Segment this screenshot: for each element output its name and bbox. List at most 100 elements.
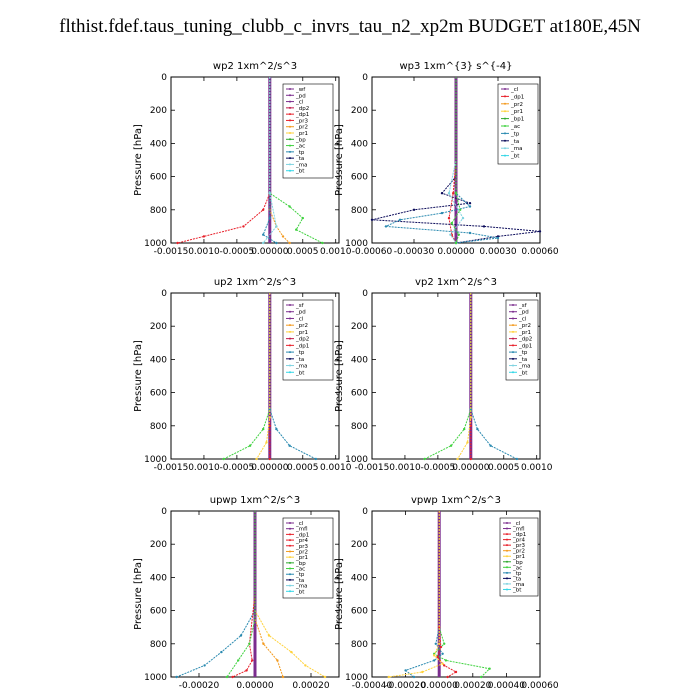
x-tick-label: -0.0005 xyxy=(220,463,255,473)
y-tick-label: 400 xyxy=(150,139,167,149)
data-point xyxy=(265,441,268,444)
data-point xyxy=(384,225,388,228)
data-point xyxy=(268,416,271,419)
y-tick-label: 1000 xyxy=(144,673,167,683)
legend-entry: _bt xyxy=(295,589,305,595)
data-point xyxy=(176,241,179,245)
data-point xyxy=(387,675,390,679)
legend-marker xyxy=(512,317,514,320)
legend-entry: _tp xyxy=(512,571,522,577)
data-point xyxy=(447,192,451,195)
legend-entry: _bp xyxy=(295,561,306,567)
page-title: flthist.fdef.taus_tuning_clubb_c_invrs_t… xyxy=(59,16,641,37)
legend-marker xyxy=(289,144,291,147)
data-point xyxy=(454,192,458,195)
y-tick-label: 600 xyxy=(150,173,167,183)
data-point xyxy=(447,216,451,220)
legend-marker xyxy=(504,147,506,150)
legend-box xyxy=(505,299,539,381)
legend-entry: _mfl xyxy=(295,527,308,533)
series-line-ac xyxy=(451,77,461,244)
y-tick-label: 600 xyxy=(150,607,167,617)
legend-entry: _ac xyxy=(510,124,520,130)
y-tick-label: 600 xyxy=(150,389,167,399)
data-point xyxy=(301,216,304,220)
data-point xyxy=(480,675,483,679)
legend-marker xyxy=(512,344,514,347)
legend-marker xyxy=(289,364,291,367)
legend-entry: _pr2 xyxy=(295,549,308,555)
series-line-ac xyxy=(424,293,472,460)
series-line-tp xyxy=(269,293,317,460)
y-tick-label: 200 xyxy=(351,106,368,116)
data-point xyxy=(267,634,271,637)
legend-entry: _bt xyxy=(512,587,522,593)
data-point xyxy=(288,444,291,447)
data-point xyxy=(281,675,285,679)
legend-marker xyxy=(289,590,291,593)
legend-marker xyxy=(506,544,508,547)
data-point xyxy=(450,221,453,225)
legend-entry: _pr3 xyxy=(295,544,309,550)
data-point xyxy=(459,208,462,211)
legend-marker xyxy=(506,571,508,574)
legend-marker xyxy=(289,157,291,160)
legend-marker xyxy=(504,132,506,135)
data-point xyxy=(225,675,229,679)
panel-title: vp2 1xm^2/s^3 xyxy=(415,277,497,288)
legend-marker xyxy=(289,584,291,587)
data-point xyxy=(276,659,279,662)
y-tick-label: 800 xyxy=(150,422,167,432)
legend-entry: _ma xyxy=(518,364,530,370)
data-point xyxy=(398,218,402,221)
legend-entry: _pr1 xyxy=(295,555,308,561)
legend-marker xyxy=(506,538,508,541)
legend-marker xyxy=(506,555,508,558)
x-tick-label: -0.0015 xyxy=(154,247,189,257)
data-point xyxy=(438,626,441,629)
y-tick-label: 800 xyxy=(351,206,368,216)
legend-marker xyxy=(506,577,508,580)
legend-marker xyxy=(289,310,291,313)
legend-entry: _cl xyxy=(295,521,304,527)
x-tick-label: 0.00000 xyxy=(236,681,273,691)
legend-entry: _cl xyxy=(518,316,527,322)
data-point xyxy=(231,675,234,679)
legend-entry: _sf xyxy=(518,303,528,309)
legend-marker xyxy=(504,125,506,127)
legend-entry: _ac xyxy=(295,567,305,573)
y-axis-label: Pressure [hPa] xyxy=(133,340,144,412)
legend-entry: _dp1 xyxy=(510,94,524,100)
legend-marker xyxy=(512,364,514,367)
y-tick-label: 800 xyxy=(351,422,368,432)
data-point xyxy=(248,642,251,645)
data-point xyxy=(463,427,466,431)
series-line-dp1 xyxy=(232,511,256,678)
legend-marker xyxy=(512,310,514,313)
legend-marker xyxy=(289,351,291,354)
data-point xyxy=(304,664,307,667)
series-line-pr1 xyxy=(457,293,472,460)
data-point xyxy=(268,216,271,220)
y-tick-label: 800 xyxy=(351,640,368,650)
data-point xyxy=(412,675,416,679)
data-point xyxy=(515,457,519,461)
legend-entry: _tp xyxy=(295,150,305,156)
legend-entry: _bp1 xyxy=(510,117,524,123)
legend-marker xyxy=(289,527,291,530)
y-tick-label: 1000 xyxy=(144,239,167,249)
legend-entry: _dp1 xyxy=(295,532,309,538)
data-point xyxy=(262,241,265,245)
y-tick-label: 400 xyxy=(150,573,167,583)
legend-entry: _mfl xyxy=(512,527,525,533)
series-line-dp1 xyxy=(177,77,271,244)
y-tick-label: 0 xyxy=(161,289,167,299)
x-tick-label: 0.0005 xyxy=(287,247,319,257)
legend-entry: _tp xyxy=(295,350,305,356)
data-point xyxy=(449,444,453,447)
legend-entry: _cl xyxy=(512,521,521,527)
legend-entry: _bp xyxy=(295,137,306,143)
y-tick-label: 0 xyxy=(362,289,368,299)
x-tick-label: 0.0010 xyxy=(320,463,352,473)
y-tick-label: 0 xyxy=(362,73,368,83)
